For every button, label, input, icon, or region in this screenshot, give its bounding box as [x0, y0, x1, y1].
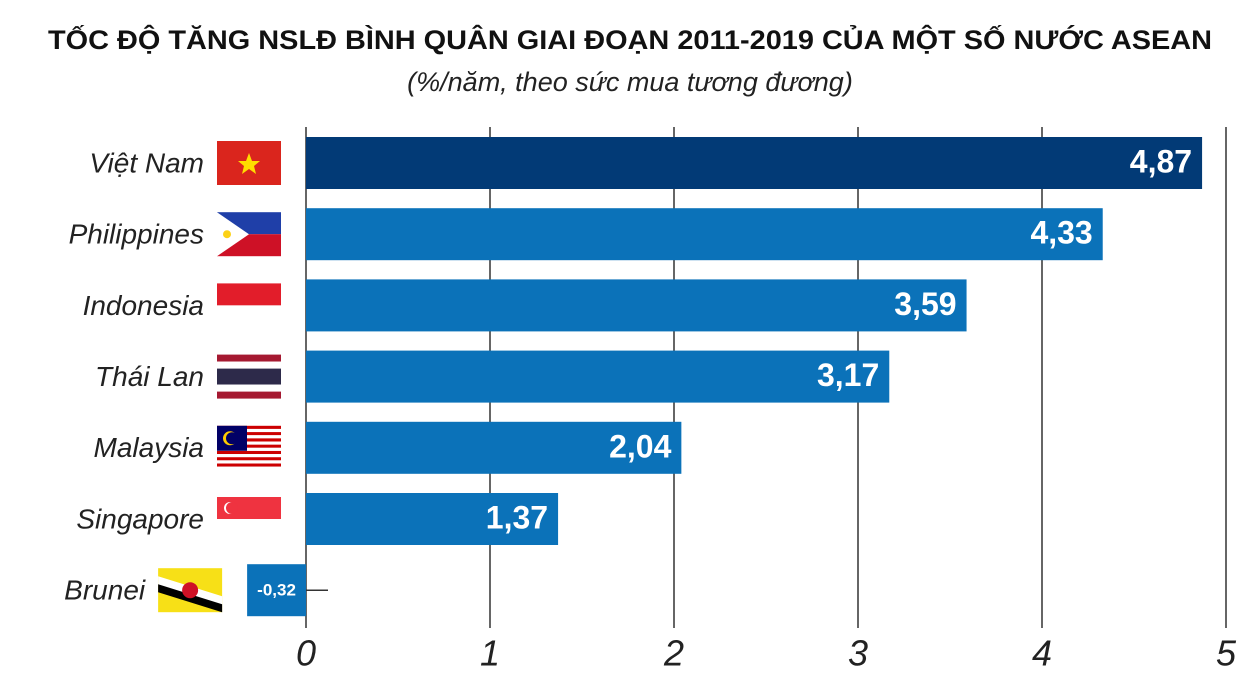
x-tick-label: 2 — [663, 633, 684, 674]
flag — [217, 368, 281, 385]
flag — [217, 463, 281, 467]
flag — [217, 212, 249, 257]
flag — [217, 425, 281, 470]
flag — [217, 212, 281, 257]
flag — [217, 361, 281, 369]
x-tick-label: 3 — [848, 633, 868, 674]
value-label: 4,87 — [1130, 143, 1192, 179]
flag — [217, 391, 281, 399]
bar — [306, 493, 559, 545]
chart-title: TỐC ĐỘ TĂNG NSLĐ BÌNH QUÂN GIAI ĐOẠN 201… — [48, 23, 1212, 55]
y-tick-label: Thái Lan — [95, 361, 204, 392]
flag — [217, 283, 281, 328]
bar — [247, 564, 306, 617]
flag — [217, 466, 281, 470]
y-tick-label: Philippines — [69, 219, 204, 250]
flag — [217, 447, 281, 451]
y-tick-label: Brunei — [64, 575, 146, 606]
y-tick-label: Singapore — [76, 503, 204, 534]
flag — [217, 435, 281, 439]
flag — [226, 502, 238, 514]
chart-subtitle: (%/năm, theo sức mua tương đương) — [407, 67, 853, 97]
bar — [306, 208, 1103, 261]
flag — [217, 450, 281, 455]
flag — [217, 444, 281, 448]
y-tick-label: Indonesia — [83, 290, 204, 321]
flag — [217, 441, 281, 445]
flag — [217, 354, 281, 362]
flag-star — [238, 153, 260, 174]
flag — [217, 354, 281, 399]
x-tick-label: 0 — [296, 633, 316, 674]
flag — [217, 305, 281, 328]
flag — [182, 582, 199, 599]
bar — [306, 137, 1203, 189]
flag — [217, 428, 281, 433]
y-tick-label: Malaysia — [94, 432, 204, 463]
value-label: 4,33 — [1030, 215, 1092, 251]
value-label: 3,59 — [894, 286, 956, 322]
value-label: 3,17 — [817, 357, 879, 393]
bar — [306, 350, 890, 403]
x-tick-label: 5 — [1216, 633, 1237, 674]
flag — [217, 497, 281, 541]
value-label: 1,37 — [486, 499, 548, 535]
flag — [217, 384, 281, 392]
flag — [217, 454, 281, 458]
y-tick-label: Việt Nam — [89, 147, 204, 178]
flag — [226, 432, 238, 445]
value-label: -0,32 — [257, 581, 296, 600]
flag — [217, 283, 281, 306]
flag — [217, 438, 281, 442]
value-label: 2,04 — [609, 428, 671, 464]
flag — [217, 141, 281, 185]
flag — [217, 519, 281, 541]
x-tick-label: 4 — [1032, 633, 1052, 674]
flag — [158, 568, 223, 613]
x-tick-label: 1 — [480, 633, 500, 674]
flag — [217, 457, 281, 461]
flag — [217, 460, 281, 464]
bar — [306, 279, 967, 332]
flag — [217, 432, 281, 436]
flag — [217, 425, 281, 429]
flag — [223, 230, 231, 239]
bar — [306, 421, 682, 474]
